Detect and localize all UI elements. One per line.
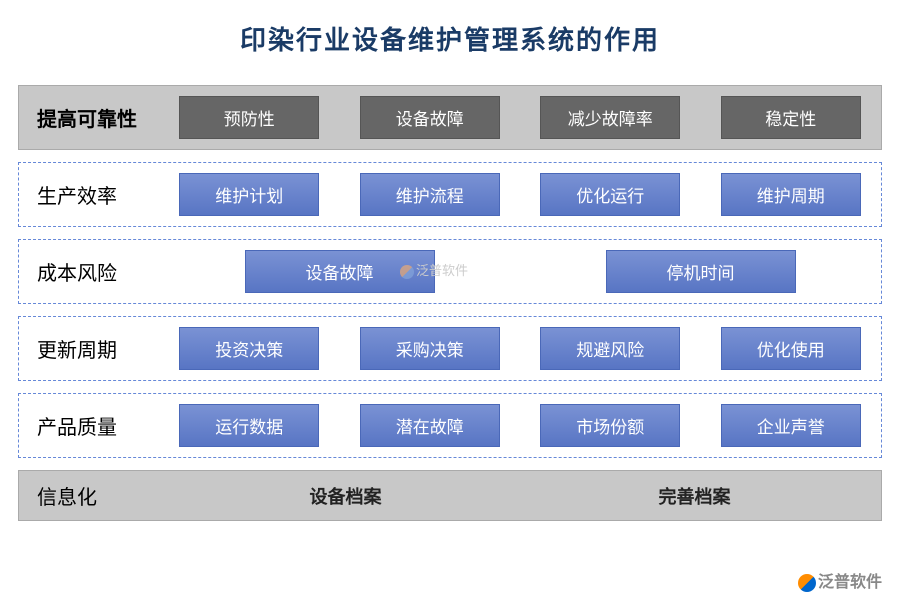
item-box: 规避风险 (540, 327, 680, 370)
row-items: 投资决策采购决策规避风险优化使用 (171, 327, 869, 370)
item-box: 市场份额 (540, 404, 680, 447)
row-items: 维护计划维护流程优化运行维护周期 (171, 173, 869, 216)
row-label: 生产效率 (31, 180, 171, 209)
row-1: 生产效率维护计划维护流程优化运行维护周期 (18, 162, 882, 227)
row-label: 成本风险 (31, 257, 171, 286)
footer-item: 完善档案 (520, 483, 869, 509)
row-4: 产品质量运行数据潜在故障市场份额企业声誉 (18, 393, 882, 458)
row-0: 提高可靠性预防性设备故障减少故障率稳定性 (18, 85, 882, 150)
item-box: 维护流程 (360, 173, 500, 216)
row-label: 产品质量 (31, 411, 171, 440)
row-label: 提高可靠性 (31, 103, 171, 132)
footer-watermark: 泛普软件 (798, 568, 882, 592)
item-box: 企业声誉 (721, 404, 861, 447)
footer-item: 设备档案 (171, 483, 520, 509)
row-label: 更新周期 (31, 334, 171, 363)
row-items: 预防性设备故障减少故障率稳定性 (171, 96, 869, 139)
item-box: 优化运行 (540, 173, 680, 216)
item-box: 潜在故障 (360, 404, 500, 447)
diagram-title: 印染行业设备维护管理系统的作用 (18, 20, 882, 57)
rows-container: 提高可靠性预防性设备故障减少故障率稳定性生产效率维护计划维护流程优化运行维护周期… (18, 85, 882, 521)
watermark-logo-icon (798, 574, 816, 592)
item-box: 维护计划 (179, 173, 319, 216)
item-box: 优化使用 (721, 327, 861, 370)
watermark-logo-icon (400, 265, 414, 279)
item-box: 运行数据 (179, 404, 319, 447)
row-items: 设备档案完善档案 (171, 483, 869, 509)
center-watermark: 泛普软件 (400, 260, 468, 279)
item-box: 预防性 (179, 96, 319, 139)
item-box: 停机时间 (606, 250, 796, 293)
item-box: 投资决策 (179, 327, 319, 370)
row-items: 设备故障停机时间 (171, 250, 869, 293)
row-items: 运行数据潜在故障市场份额企业声誉 (171, 404, 869, 447)
item-box: 减少故障率 (540, 96, 680, 139)
item-box: 稳定性 (721, 96, 861, 139)
item-box: 采购决策 (360, 327, 500, 370)
item-box: 维护周期 (721, 173, 861, 216)
row-label: 信息化 (31, 481, 171, 510)
row-5: 信息化设备档案完善档案 (18, 470, 882, 521)
item-box: 设备故障 (360, 96, 500, 139)
row-3: 更新周期投资决策采购决策规避风险优化使用 (18, 316, 882, 381)
